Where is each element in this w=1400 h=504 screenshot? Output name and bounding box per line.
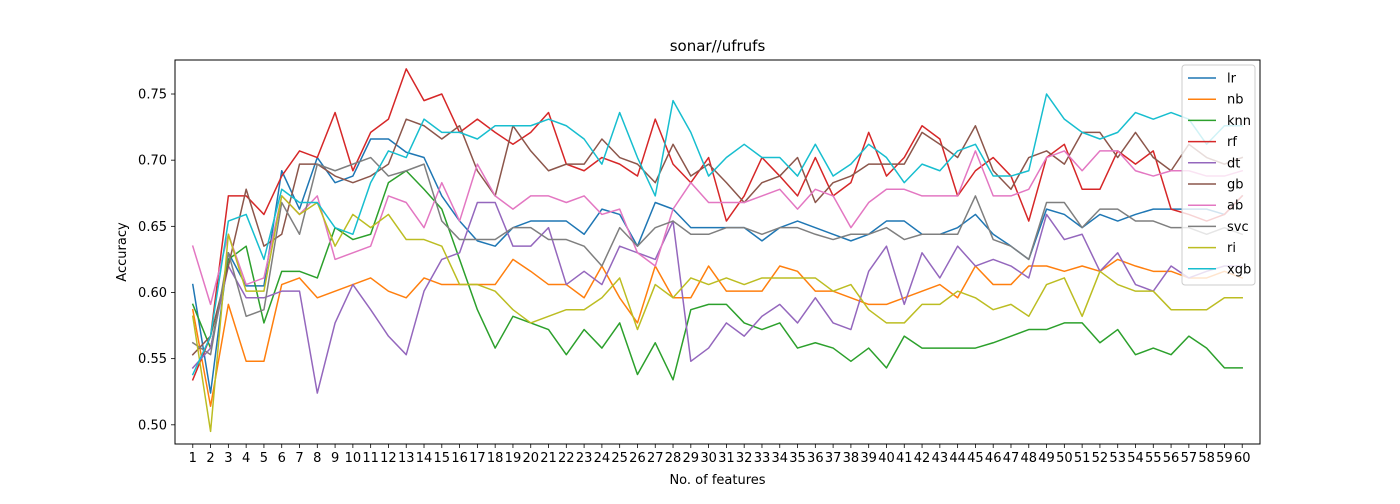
x-tick-label: 56 (1163, 451, 1180, 466)
y-tick-label: 0.75 (138, 88, 167, 103)
legend-label-ri: ri (1227, 241, 1236, 256)
legend-label-lr: lr (1227, 72, 1237, 87)
x-tick-label: 28 (665, 451, 682, 466)
legend-label-svc: svc (1227, 220, 1249, 235)
series-line-xgb (191, 93, 1243, 376)
legend-box (1181, 64, 1256, 286)
series-line-lr (191, 138, 1244, 394)
x-axis: 1 2 3 4 5 6 7 8 9 10 11 12 13 14 15 16 17 18 19 20 21 22 23 24 2… (189, 444, 1251, 466)
x-tick-label: 3 (224, 451, 232, 466)
chart-title: sonar//ufrufs (670, 37, 766, 55)
x-tick-label: 44 (949, 451, 966, 466)
x-tick-label: 10 (345, 451, 362, 466)
legend-label-rf: rf (1227, 135, 1237, 150)
x-tick-label: 11 (362, 451, 379, 466)
y-axis-title: Accuracy (115, 222, 130, 282)
x-tick-label: 60 (1234, 451, 1251, 466)
x-tick-label: 57 (1181, 451, 1198, 466)
x-tick-label: 39 (860, 451, 877, 466)
series-line-rf (191, 68, 1244, 381)
x-tick-label: 8 (313, 451, 321, 466)
x-tick-label: 9 (331, 451, 339, 466)
y-tick-label: 0.65 (138, 220, 167, 235)
series-line-svc (191, 156, 1244, 356)
x-tick-label: 29 (683, 451, 700, 466)
x-tick-label: 19 (505, 451, 522, 466)
x-tick-label: 33 (754, 451, 771, 466)
y-axis: 0.50 0.55 0.60 0.65 0.70 0.75 (138, 88, 175, 433)
x-tick-label: 54 (1127, 451, 1144, 466)
x-tick-label: 31 (718, 451, 735, 466)
series-line-gb (191, 118, 1244, 356)
legend-label-xgb: xgb (1227, 262, 1251, 277)
y-tick-label: 0.50 (138, 418, 167, 433)
x-tick-label: 37 (825, 451, 842, 466)
y-tick-label: 0.70 (138, 154, 167, 169)
x-tick-label: 12 (380, 451, 397, 466)
x-tick-label: 41 (896, 451, 913, 466)
x-tick-label: 30 (700, 451, 717, 466)
series-layer (191, 68, 1244, 433)
x-tick-label: 22 (558, 451, 575, 466)
x-tick-label: 46 (985, 451, 1002, 466)
x-tick-label: 20 (522, 451, 539, 466)
y-tick-label: 0.60 (138, 286, 167, 301)
x-tick-label: 27 (647, 451, 664, 466)
x-tick-label: 17 (469, 451, 486, 466)
legend-label-nb: nb (1227, 93, 1244, 108)
series-line-nb (191, 258, 1244, 408)
x-tick-label: 23 (576, 451, 593, 466)
x-tick-label: 42 (914, 451, 931, 466)
x-tick-label: 18 (487, 451, 504, 466)
x-tick-label: 43 (932, 451, 949, 466)
x-tick-label: 25 (611, 451, 628, 466)
x-tick-label: 15 (434, 451, 451, 466)
x-tick-label: 53 (1109, 451, 1126, 466)
legend: lr nb knn rf dt gb ab svc ri xgb (1181, 64, 1256, 286)
legend-label-gb: gb (1227, 178, 1244, 193)
x-tick-label: 51 (1074, 451, 1091, 466)
legend-label-ab: ab (1227, 199, 1243, 214)
x-tick-label: 16 (451, 451, 468, 466)
x-tick-label: 45 (967, 451, 984, 466)
x-tick-label: 32 (736, 451, 753, 466)
x-tick-label: 7 (295, 451, 303, 466)
x-tick-label: 35 (789, 451, 806, 466)
x-tick-label: 5 (260, 451, 268, 466)
x-tick-label: 34 (771, 451, 788, 466)
x-tick-label: 59 (1216, 451, 1233, 466)
series-line-dt (191, 201, 1243, 394)
x-tick-label: 38 (843, 451, 860, 466)
x-tick-label: 48 (1020, 451, 1037, 466)
legend-label-knn: knn (1227, 114, 1251, 129)
series-line-ab (191, 150, 1244, 306)
x-tick-label: 26 (629, 451, 646, 466)
x-tick-label: 47 (1003, 451, 1020, 466)
x-tick-label: 4 (242, 451, 250, 466)
x-tick-label: 52 (1092, 451, 1109, 466)
x-tick-label: 13 (398, 451, 415, 466)
x-tick-label: 21 (540, 451, 557, 466)
x-tick-label: 40 (878, 451, 895, 466)
x-tick-label: 14 (416, 451, 433, 466)
legend-label-dt: dt (1227, 156, 1240, 171)
x-tick-label: 1 (189, 451, 197, 466)
x-tick-label: 49 (1038, 451, 1055, 466)
x-axis-title: No. of features (669, 473, 765, 488)
x-tick-label: 2 (206, 451, 214, 466)
plot-border (174, 59, 1261, 445)
series-line-knn (191, 170, 1243, 381)
x-tick-label: 58 (1198, 451, 1215, 466)
x-tick-label: 55 (1145, 451, 1162, 466)
x-tick-label: 36 (807, 451, 824, 466)
plot-area (175, 60, 1260, 444)
x-tick-label: 24 (594, 451, 611, 466)
series-line-ri (191, 195, 1243, 433)
y-tick-label: 0.55 (138, 352, 167, 367)
x-tick-label: 6 (278, 451, 286, 466)
x-tick-label: 50 (1056, 451, 1073, 466)
